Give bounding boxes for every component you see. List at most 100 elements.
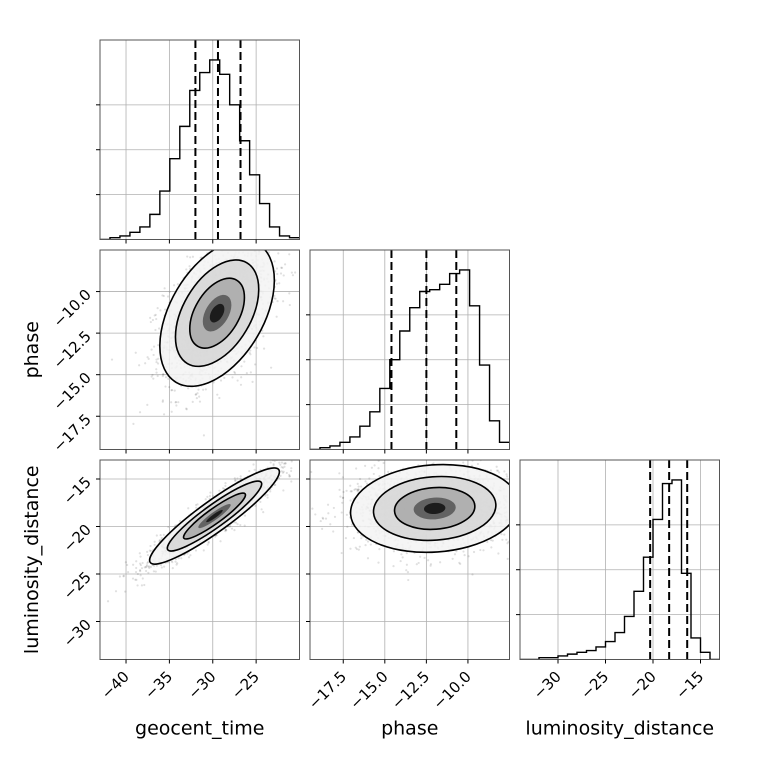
sample-point xyxy=(155,368,158,371)
sample-point xyxy=(218,489,221,492)
sample-point xyxy=(239,523,242,527)
sample-point xyxy=(138,569,142,572)
sample-point xyxy=(272,221,274,223)
sample-point xyxy=(281,471,284,474)
sample-point xyxy=(276,299,279,303)
sample-point xyxy=(357,488,360,491)
sample-point xyxy=(198,400,202,403)
scatter-geocent_time-luminosity_distance xyxy=(106,460,293,603)
sample-point xyxy=(463,458,465,460)
sample-point xyxy=(288,473,291,476)
sample-point xyxy=(212,381,215,384)
sample-point xyxy=(290,460,293,463)
sample-point xyxy=(156,307,159,310)
sample-point xyxy=(187,556,191,559)
sample-point xyxy=(270,366,273,369)
sample-point xyxy=(175,563,178,566)
sample-point xyxy=(134,570,138,574)
sample-point xyxy=(139,574,142,577)
sample-point xyxy=(145,565,148,568)
sample-point xyxy=(392,550,396,553)
sample-point xyxy=(149,320,152,324)
sample-point xyxy=(267,237,269,239)
histogram-geocent_time xyxy=(100,59,300,240)
sample-point xyxy=(155,534,158,537)
sample-point xyxy=(209,491,212,494)
sample-point xyxy=(106,600,110,603)
sample-point xyxy=(355,547,358,551)
sample-point xyxy=(243,524,246,527)
sample-point xyxy=(153,540,156,543)
sample-point xyxy=(206,543,209,546)
sample-point xyxy=(158,327,161,330)
sample-point xyxy=(516,473,518,475)
sample-point xyxy=(162,533,165,536)
sample-point xyxy=(236,477,239,480)
sample-point xyxy=(259,234,261,236)
sample-point xyxy=(234,479,237,482)
sample-point xyxy=(161,294,164,297)
sample-point xyxy=(159,309,162,312)
sample-point xyxy=(354,546,357,549)
sample-point xyxy=(240,365,243,368)
sample-point xyxy=(148,549,151,552)
sample-point xyxy=(280,470,283,473)
sample-point xyxy=(248,351,251,354)
sample-point xyxy=(114,590,118,593)
sample-point xyxy=(155,317,158,321)
sample-point xyxy=(243,514,247,517)
sample-point xyxy=(277,252,280,255)
sample-point xyxy=(236,247,238,249)
sample-point xyxy=(221,235,223,237)
sample-point xyxy=(235,236,237,238)
sample-point xyxy=(155,358,158,361)
sample-point xyxy=(274,483,277,486)
sample-point xyxy=(233,479,237,482)
sample-point xyxy=(290,467,293,470)
sample-point xyxy=(170,410,173,413)
sample-point xyxy=(153,543,156,546)
sample-point xyxy=(140,584,144,587)
sample-point xyxy=(221,487,225,490)
sample-point xyxy=(283,263,287,266)
sample-point xyxy=(110,358,114,361)
sample-point xyxy=(177,401,180,404)
sample-point xyxy=(159,563,163,567)
sample-point xyxy=(244,219,246,221)
sample-point xyxy=(118,575,122,578)
sample-point xyxy=(153,564,156,567)
sample-point xyxy=(139,569,142,573)
sample-point xyxy=(278,461,281,464)
sample-point xyxy=(160,536,163,539)
sample-point xyxy=(290,271,293,274)
sample-point xyxy=(156,362,160,365)
sample-point xyxy=(251,380,254,384)
sample-point xyxy=(338,472,341,475)
sample-point xyxy=(255,247,257,249)
sample-point xyxy=(241,244,243,246)
sample-point xyxy=(194,393,197,396)
sample-point xyxy=(198,395,201,398)
sample-point xyxy=(161,373,165,376)
sample-point xyxy=(236,523,239,526)
sample-point xyxy=(152,353,155,357)
sample-point xyxy=(253,242,255,244)
sample-point xyxy=(253,468,256,471)
sample-point xyxy=(167,525,170,529)
sample-point xyxy=(256,231,258,233)
sample-point xyxy=(150,348,153,351)
sample-point xyxy=(147,357,150,360)
sample-point xyxy=(253,232,255,234)
contour-2 xyxy=(182,492,247,540)
scatter-phase-luminosity_distance xyxy=(310,458,518,582)
sample-point xyxy=(239,383,243,386)
sample-point xyxy=(311,507,314,510)
sample-point xyxy=(168,290,171,293)
sample-point xyxy=(405,551,408,555)
sample-point xyxy=(372,472,375,476)
sample-point xyxy=(185,407,188,410)
sample-point xyxy=(191,255,195,258)
sample-point xyxy=(290,480,293,483)
sample-point xyxy=(235,241,237,243)
sample-point xyxy=(152,570,155,573)
